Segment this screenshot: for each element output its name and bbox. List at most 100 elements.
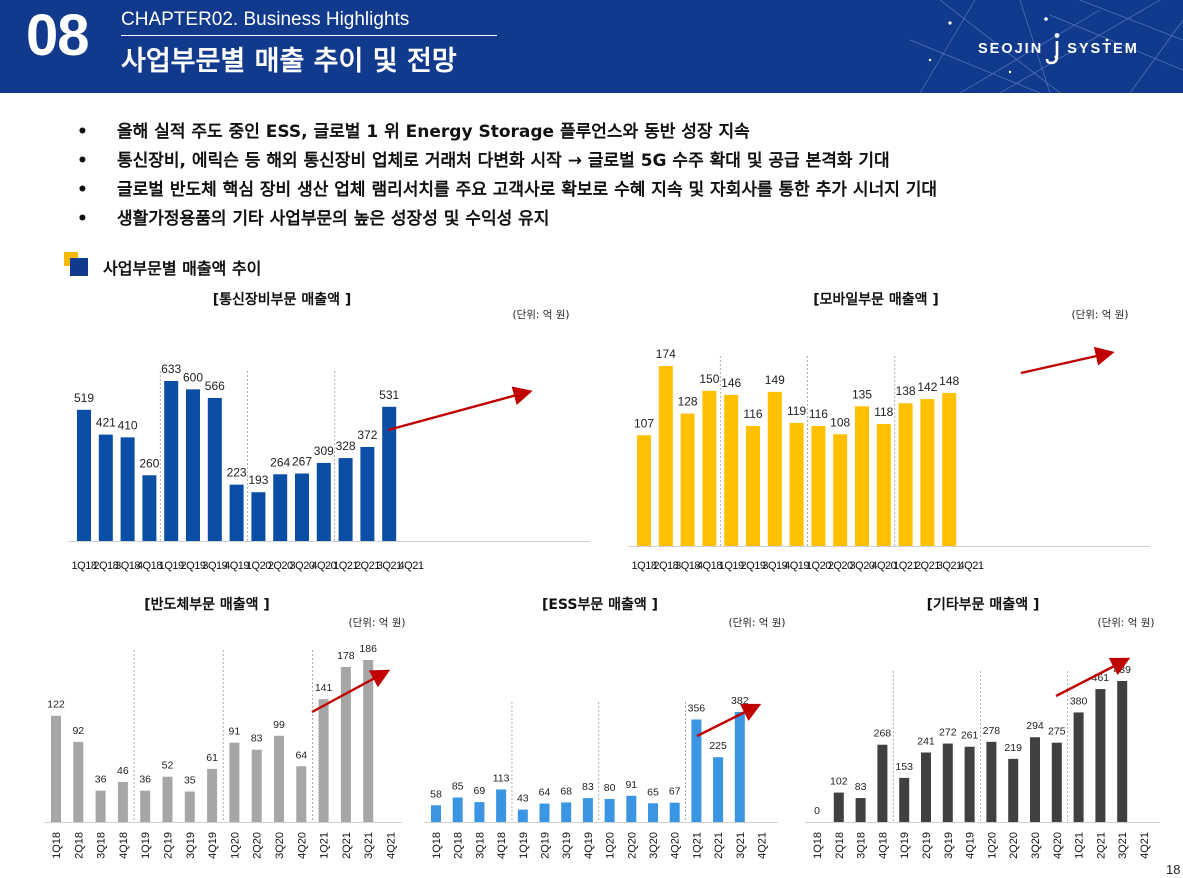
bar bbox=[296, 766, 307, 822]
bar bbox=[855, 406, 869, 546]
chapter-divider bbox=[121, 35, 497, 36]
data-label: 272 bbox=[939, 727, 957, 739]
bar bbox=[318, 699, 329, 822]
data-label: 328 bbox=[336, 439, 356, 453]
data-label: 138 bbox=[896, 384, 916, 398]
data-label: 118 bbox=[874, 405, 893, 419]
bar bbox=[186, 389, 200, 541]
data-label: 142 bbox=[917, 380, 937, 394]
bullet-text: 통신장비, 에릭슨 등 해외 통신장비 업체로 거래처 다변화 시작 → 글로벌… bbox=[117, 151, 890, 171]
data-label: 380 bbox=[1070, 695, 1088, 707]
x-tick-label: 4Q21 bbox=[959, 560, 984, 572]
bar bbox=[1051, 742, 1062, 822]
data-label: 65 bbox=[647, 786, 659, 798]
data-label: 260 bbox=[139, 456, 159, 470]
x-tick-label: 2Q21 bbox=[341, 832, 353, 859]
x-tick-label: 1Q21 bbox=[333, 560, 358, 572]
x-tick-label: 4Q19 bbox=[965, 832, 977, 859]
x-tick-label: 2Q20 bbox=[252, 832, 264, 859]
data-label: 219 bbox=[1004, 742, 1022, 754]
data-label: 421 bbox=[96, 416, 116, 430]
bar bbox=[98, 434, 113, 541]
bar bbox=[496, 789, 507, 822]
chart-unit: (단위: 억 원) bbox=[348, 616, 405, 629]
bar bbox=[207, 397, 222, 541]
x-tick-label: 3Q19 bbox=[943, 832, 955, 859]
x-tick-label: 2Q18 bbox=[73, 832, 85, 859]
x-tick-label: 2Q19 bbox=[163, 832, 175, 859]
data-label: 67 bbox=[669, 786, 681, 798]
x-tick-label: 3Q21 bbox=[363, 832, 375, 859]
data-label: 128 bbox=[678, 395, 698, 409]
x-tick-label: 1Q18 bbox=[812, 832, 824, 859]
data-label: 113 bbox=[493, 772, 510, 784]
bar bbox=[561, 802, 572, 822]
data-label: 223 bbox=[227, 466, 247, 480]
bar bbox=[986, 741, 997, 822]
bar bbox=[95, 790, 106, 822]
x-tick-label: 4Q18 bbox=[877, 832, 889, 859]
chart-title: [모바일부문 매출액 ] bbox=[813, 291, 939, 308]
data-label: 268 bbox=[874, 728, 892, 740]
bar bbox=[734, 712, 745, 822]
data-label: 410 bbox=[118, 418, 138, 432]
bar bbox=[855, 798, 866, 822]
section-title: 사업부문별 매출액 추이 bbox=[103, 259, 262, 278]
data-label: 0 bbox=[814, 805, 820, 817]
x-tick-label: 3Q20 bbox=[1030, 832, 1042, 859]
bullet-text: 생활가정용품의 기타 사업부문의 높은 성장성 및 수익성 유지 bbox=[117, 209, 550, 229]
data-label: 46 bbox=[117, 765, 129, 777]
x-tick-label: 1Q20 bbox=[229, 832, 241, 859]
data-label: 146 bbox=[721, 376, 741, 390]
x-tick-label: 2Q19 bbox=[181, 560, 206, 572]
x-tick-label: 3Q20 bbox=[274, 832, 286, 859]
chart-title: [ESS부문 매출액 ] bbox=[542, 596, 658, 613]
data-label: 150 bbox=[699, 372, 719, 386]
data-label: 83 bbox=[855, 781, 867, 793]
chart-title: [통신장비부문 매출액 ] bbox=[213, 291, 351, 308]
x-tick-label: 4Q20 bbox=[670, 832, 682, 859]
x-tick-label: 2Q21 bbox=[915, 560, 940, 572]
data-label: 119 bbox=[787, 404, 806, 418]
bar bbox=[184, 791, 195, 822]
x-tick-label: 2Q21 bbox=[1095, 832, 1107, 859]
page-title: 사업부문별 매출 추이 및 전망 bbox=[121, 46, 457, 77]
bar bbox=[942, 392, 957, 546]
data-label: 116 bbox=[743, 407, 762, 421]
x-tick-label: 3Q20 bbox=[648, 832, 660, 859]
bar bbox=[702, 390, 717, 546]
x-tick-label: 2Q19 bbox=[921, 832, 933, 859]
bullet-marker: • bbox=[77, 180, 88, 200]
data-label: 43 bbox=[517, 793, 529, 805]
highlight-bullets: • 올해 실적 주도 중인 ESS, 글로벌 1 위 Energy Storage… bbox=[75, 118, 937, 234]
data-label: 91 bbox=[625, 779, 637, 791]
bullet-text: 올해 실적 주도 중인 ESS, 글로벌 1 위 Energy Storage … bbox=[117, 122, 750, 142]
network-decoration bbox=[909, 0, 1183, 93]
bar bbox=[604, 798, 615, 822]
logo-text-right: SYSTEM bbox=[1067, 41, 1139, 57]
bar bbox=[120, 437, 135, 541]
bar bbox=[713, 757, 724, 822]
bar bbox=[1095, 689, 1106, 822]
x-tick-label: 2Q20 bbox=[268, 560, 293, 572]
x-tick-label: 1Q18 bbox=[632, 560, 657, 572]
data-label: 35 bbox=[184, 775, 196, 787]
x-tick-label: 2Q20 bbox=[828, 560, 853, 572]
x-tick-label: 4Q18 bbox=[496, 832, 508, 859]
x-tick-label: 2Q19 bbox=[741, 560, 766, 572]
bar bbox=[899, 777, 910, 822]
chart-title: [반도체부문 매출액 ] bbox=[144, 596, 270, 613]
bar bbox=[162, 776, 173, 822]
chart-unit: (단위: 억 원) bbox=[1097, 616, 1154, 629]
bar bbox=[767, 391, 782, 546]
x-tick-label: 1Q21 bbox=[319, 832, 331, 859]
bar bbox=[164, 381, 179, 541]
bar bbox=[229, 484, 244, 541]
data-label: 69 bbox=[474, 785, 486, 797]
bar bbox=[724, 394, 739, 546]
data-label: 261 bbox=[961, 730, 979, 742]
bar bbox=[789, 422, 804, 546]
bar bbox=[382, 406, 397, 541]
x-tick-label: 1Q18 bbox=[431, 832, 443, 859]
x-tick-label: 2Q19 bbox=[540, 832, 552, 859]
